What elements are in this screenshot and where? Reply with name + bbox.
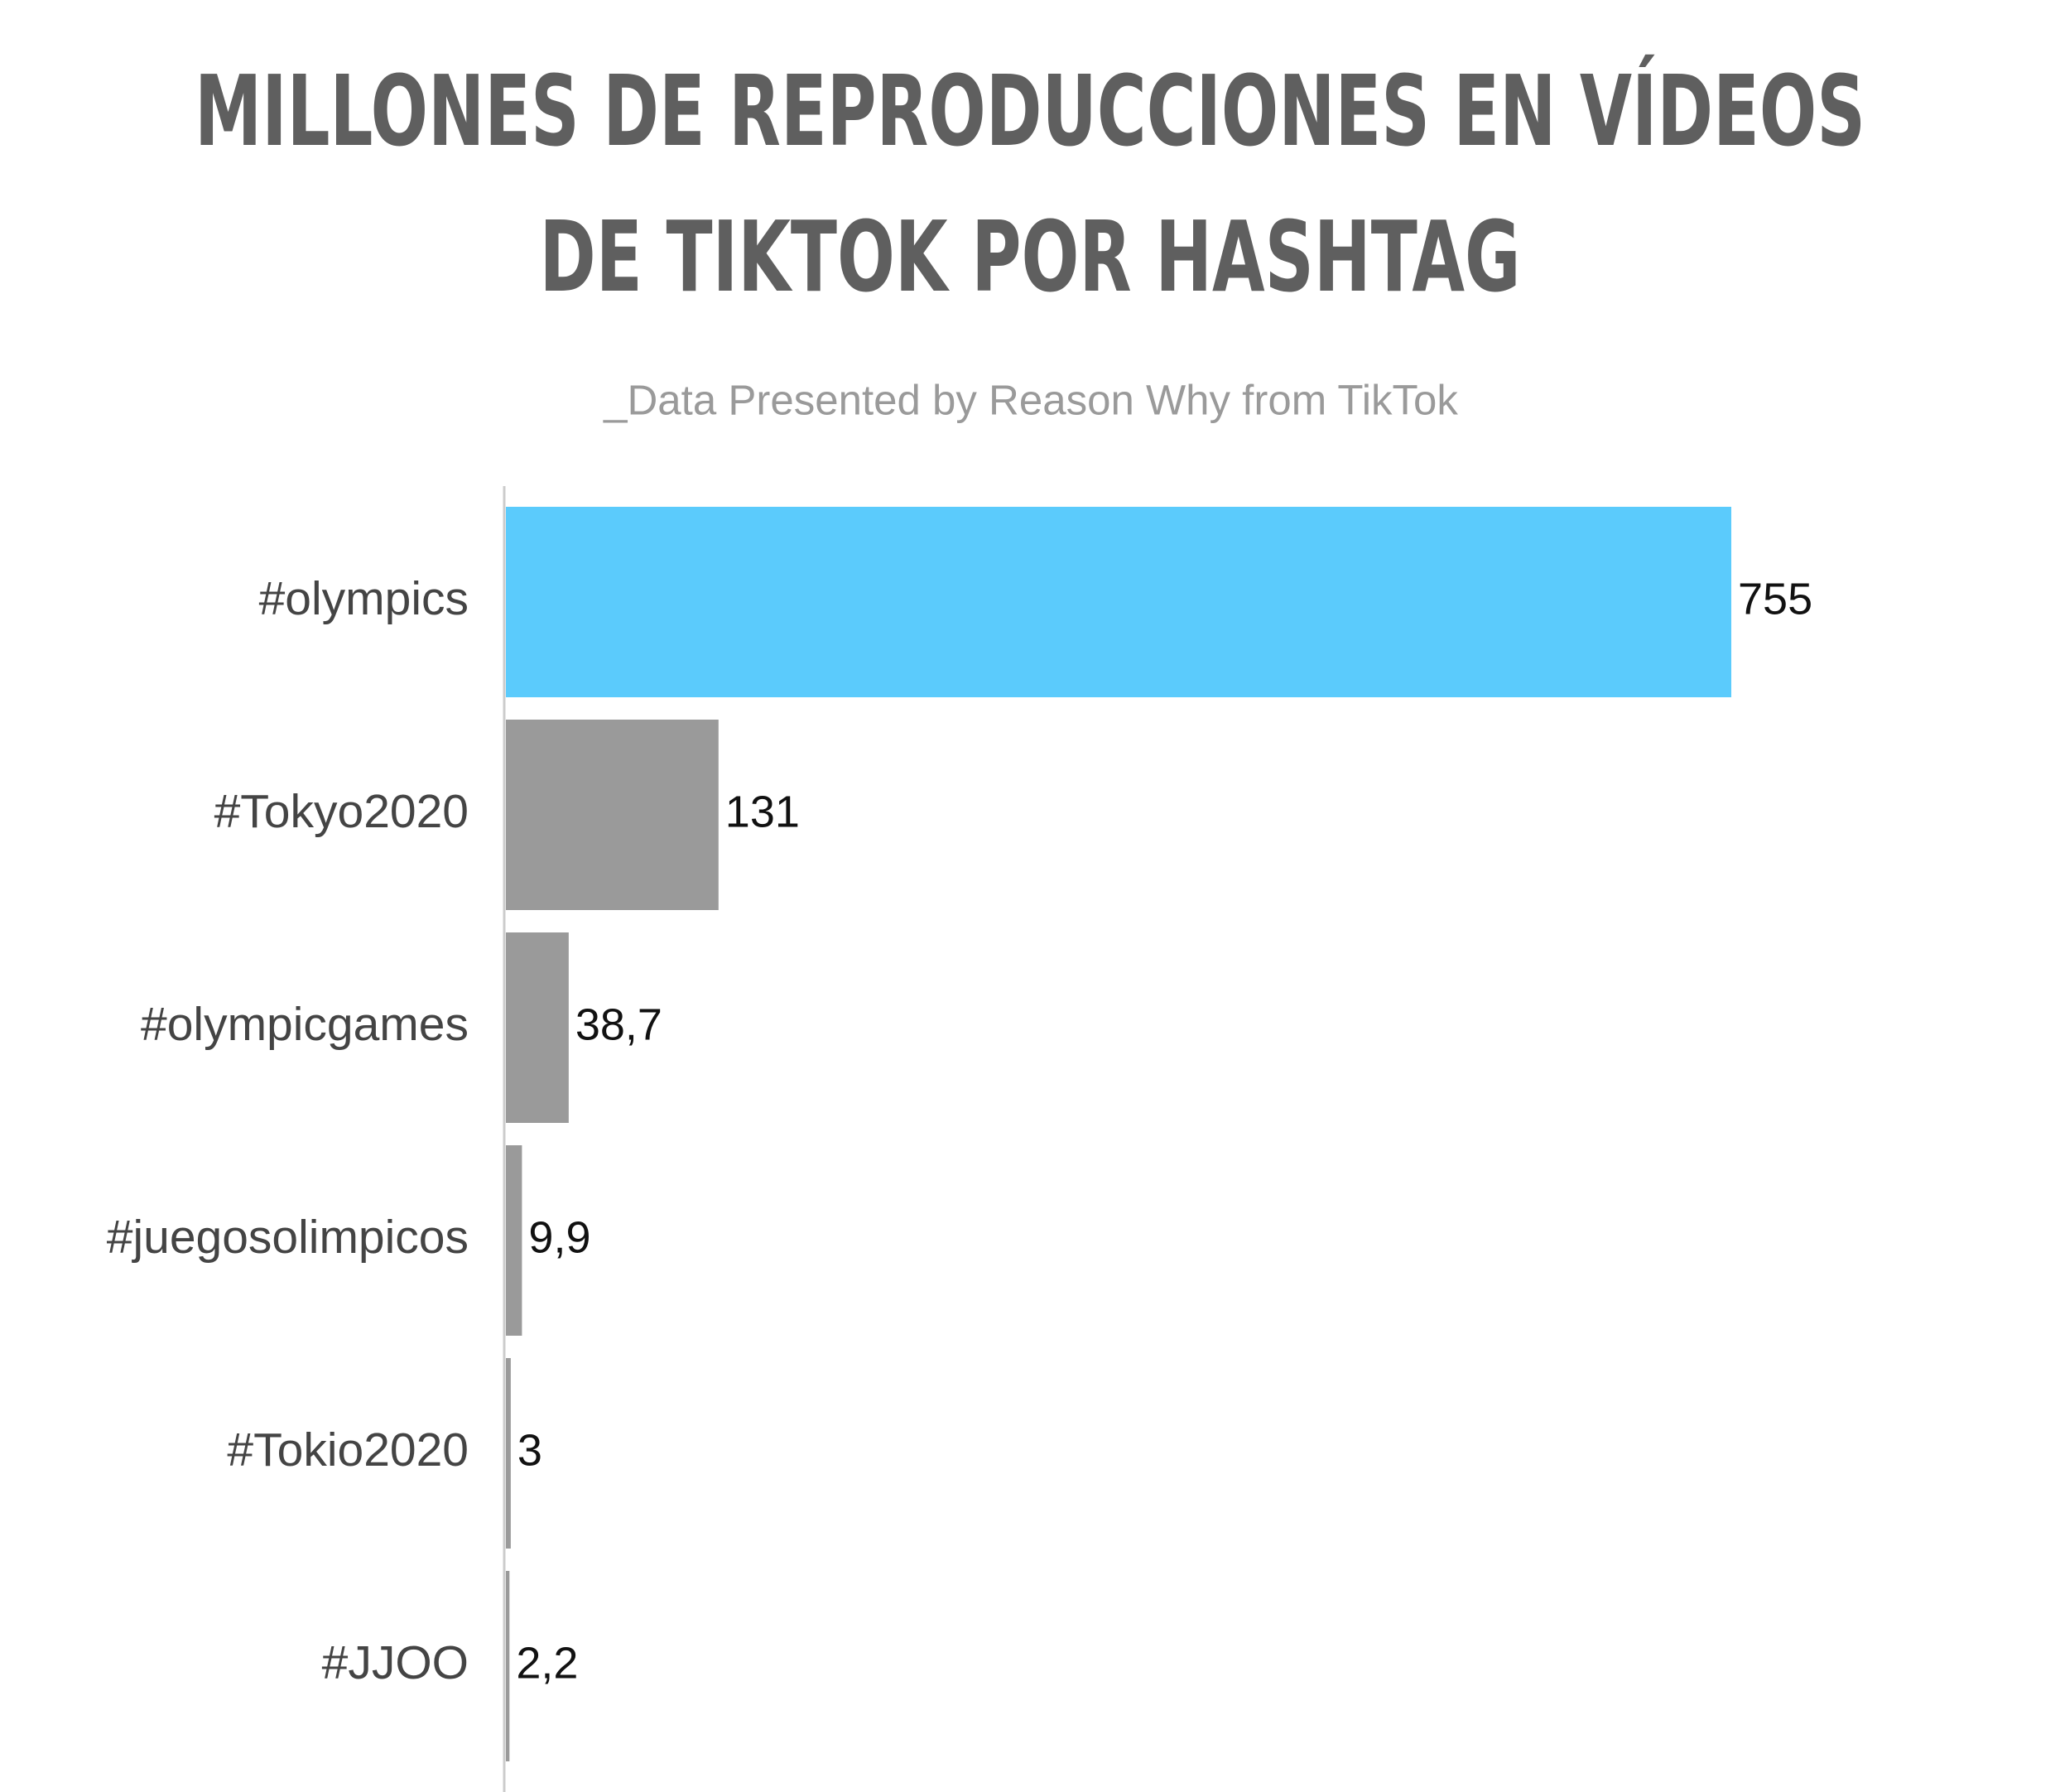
value-label: 3 <box>517 1425 542 1475</box>
category-label: #Tokyo2020 <box>214 785 469 838</box>
value-label: 755 <box>1738 574 1812 624</box>
chart-title: DE TIKTOK POR HASHTAG <box>540 200 1521 314</box>
category-label: #JJOO <box>322 1636 469 1689</box>
value-label: 131 <box>725 787 800 836</box>
value-label: 9,9 <box>528 1212 590 1262</box>
bar <box>506 932 569 1123</box>
chart-subtitle: _Data Presented by Reason Why from TikTo… <box>603 376 1458 423</box>
category-label: #Tokio2020 <box>227 1423 469 1476</box>
bar <box>506 507 1731 697</box>
category-label: #olympicgames <box>141 998 469 1051</box>
bar <box>506 1358 511 1549</box>
bar <box>506 1145 522 1336</box>
chart-title: MILLONES DE REPRODUCCIONES EN VÍDEOS <box>195 54 1865 168</box>
value-label: 38,7 <box>575 1000 662 1049</box>
value-label: 2,2 <box>516 1638 578 1688</box>
category-label: #juegosolimpicos <box>107 1211 469 1264</box>
category-label: #olympics <box>259 572 469 625</box>
bar <box>506 1571 510 1761</box>
bar <box>506 720 719 910</box>
